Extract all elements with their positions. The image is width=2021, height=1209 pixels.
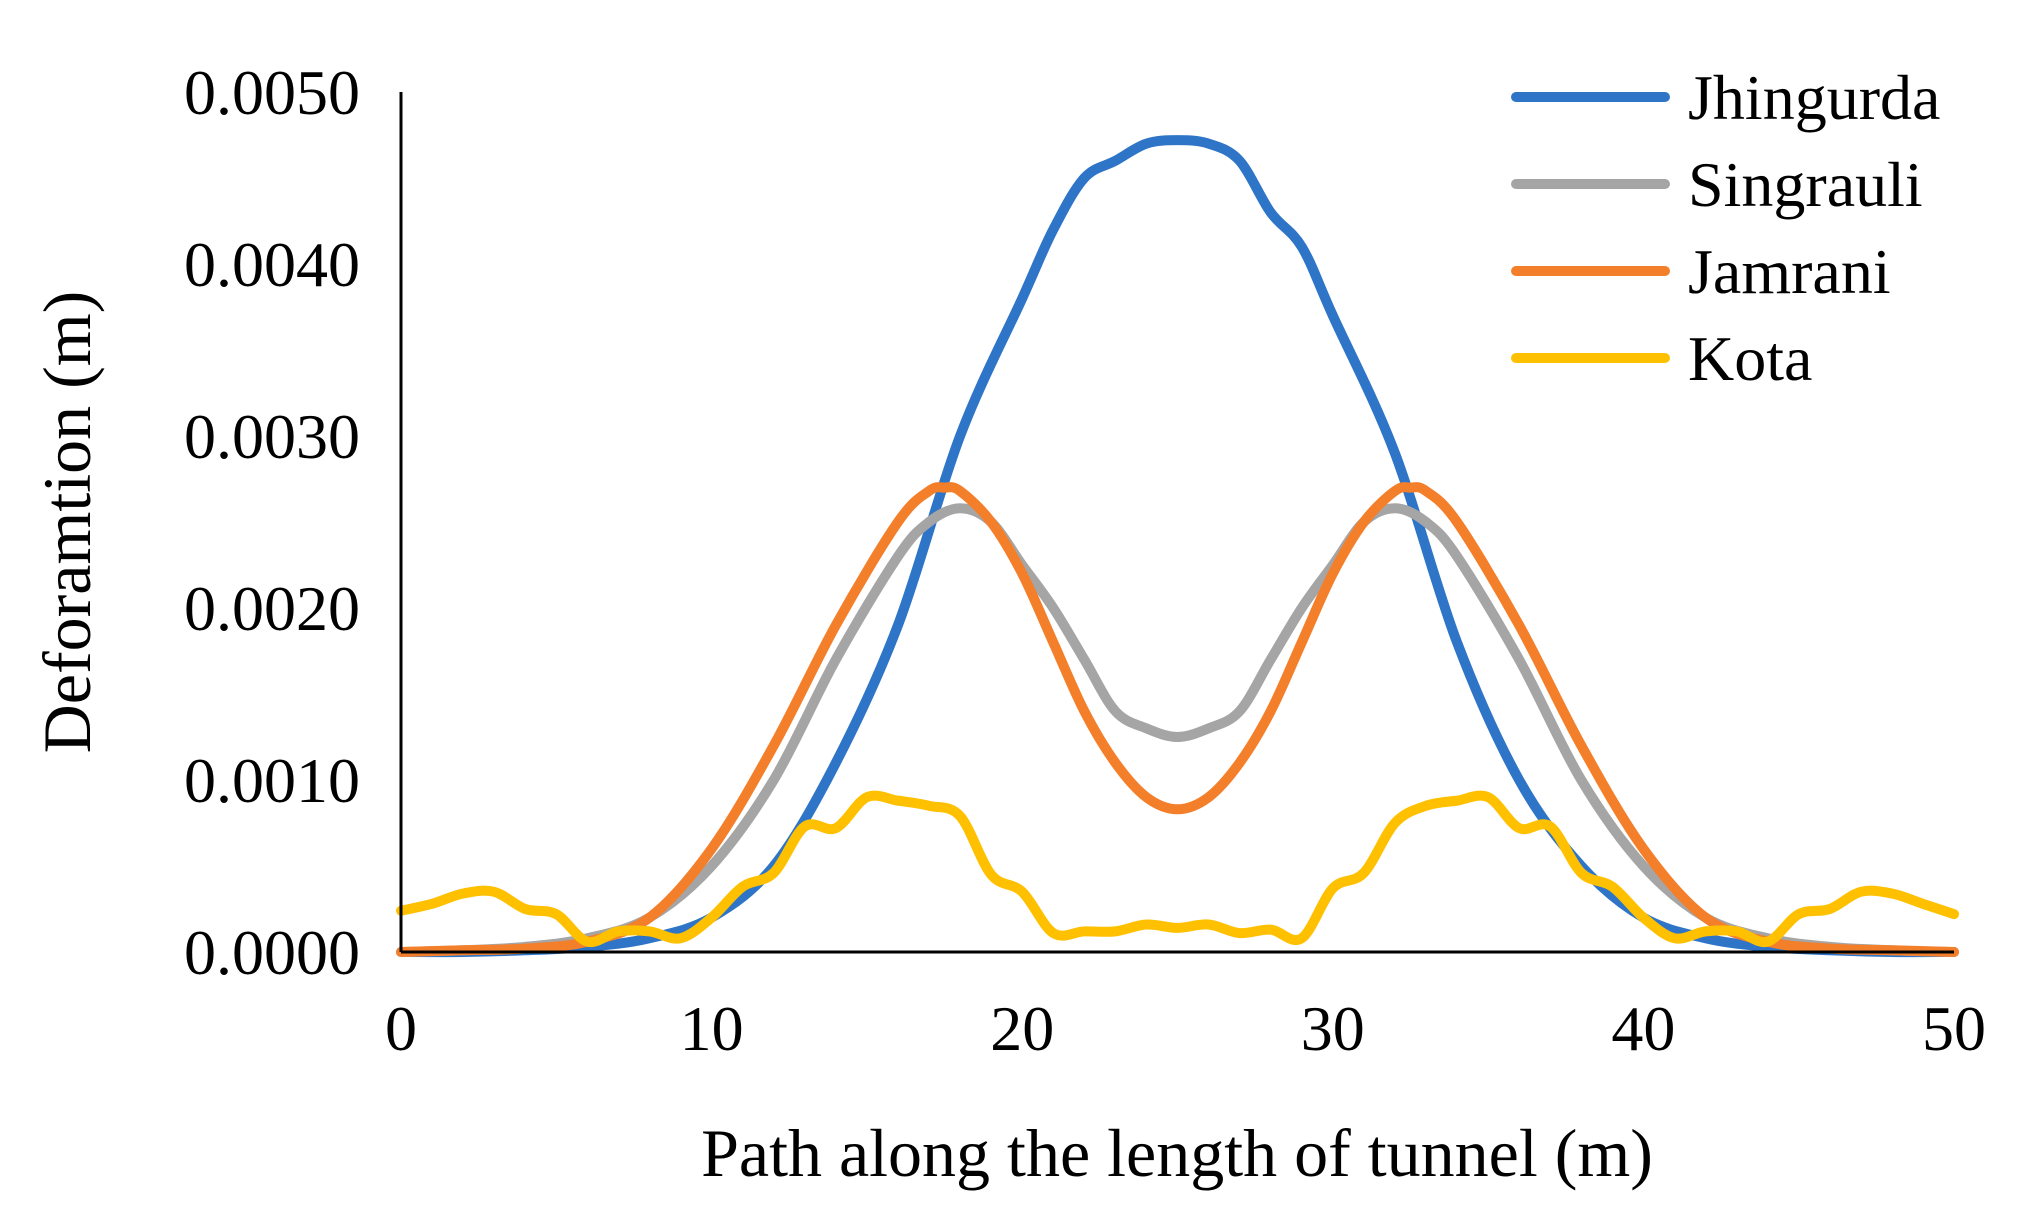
x-tick-labels: 0 10 20 30 40 50 [385, 993, 1986, 1064]
series-line-jamrani [396, 482, 1959, 957]
y-tick-label: 0.0010 [184, 745, 360, 816]
y-tick-labels: 0.0000 0.0010 0.0020 0.0030 0.0040 0.0050 [184, 57, 360, 988]
legend-item-kota: Kota [1511, 323, 1812, 394]
legend-label-singrauli: Singrauli [1688, 149, 1923, 220]
legend-label-jamrani: Jamrani [1688, 236, 1891, 307]
legend-label-jhingurda: Jhingurda [1688, 62, 1940, 133]
x-tick-label: 50 [1922, 993, 1986, 1064]
legend-item-jamrani: Jamrani [1511, 236, 1891, 307]
series-line-singrauli [396, 503, 1959, 957]
x-tick-label: 30 [1301, 993, 1365, 1064]
y-tick-label: 0.0030 [184, 401, 360, 472]
legend-label-kota: Kota [1688, 323, 1812, 394]
x-axis-title: Path along the length of tunnel (m) [701, 1115, 1653, 1191]
legend-item-jhingurda: Jhingurda [1511, 62, 1940, 133]
y-tick-label: 0.0050 [184, 57, 360, 128]
y-axis-title: Deforamtion (m) [29, 291, 105, 754]
x-tick-label: 20 [990, 993, 1054, 1064]
y-tick-label: 0.0020 [184, 573, 360, 644]
x-tick-label: 40 [1611, 993, 1675, 1064]
series-line-kota [396, 790, 1959, 948]
plot-lines [396, 135, 1959, 958]
x-tick-label: 0 [385, 993, 417, 1064]
x-tick-label: 10 [680, 993, 744, 1064]
y-tick-label: 0.0000 [184, 917, 360, 988]
legend: Jhingurda Singrauli Jamrani Kota [1511, 62, 1940, 394]
legend-item-singrauli: Singrauli [1511, 149, 1923, 220]
series-line-jhingurda [396, 135, 1959, 958]
y-tick-label: 0.0040 [184, 229, 360, 300]
